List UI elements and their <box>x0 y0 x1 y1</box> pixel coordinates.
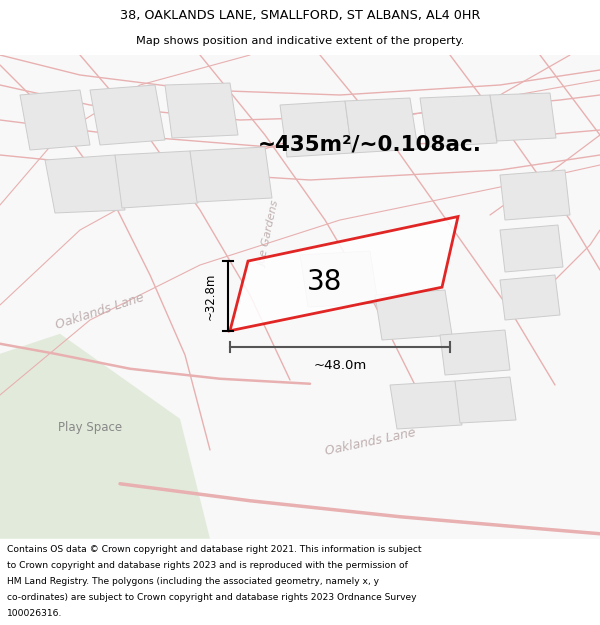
Polygon shape <box>500 275 560 320</box>
Text: 38, OAKLANDS LANE, SMALLFORD, ST ALBANS, AL4 0HR: 38, OAKLANDS LANE, SMALLFORD, ST ALBANS,… <box>120 9 480 22</box>
Polygon shape <box>0 334 210 539</box>
Text: 38: 38 <box>307 268 342 296</box>
Text: ~48.0m: ~48.0m <box>313 359 367 372</box>
Polygon shape <box>420 95 497 147</box>
Polygon shape <box>345 98 418 153</box>
Polygon shape <box>115 151 198 208</box>
Text: Play Space: Play Space <box>58 421 122 434</box>
Text: Map shows position and indicative extent of the property.: Map shows position and indicative extent… <box>136 36 464 46</box>
Polygon shape <box>20 90 90 150</box>
Text: Oaklands Lane: Oaklands Lane <box>323 426 416 458</box>
Text: to Crown copyright and database rights 2023 and is reproduced with the permissio: to Crown copyright and database rights 2… <box>7 561 408 570</box>
Polygon shape <box>375 290 452 340</box>
Polygon shape <box>300 251 378 307</box>
Polygon shape <box>165 83 238 138</box>
Polygon shape <box>500 170 570 220</box>
Text: 100026316.: 100026316. <box>7 609 62 618</box>
Polygon shape <box>455 377 516 423</box>
Text: HM Land Registry. The polygons (including the associated geometry, namely x, y: HM Land Registry. The polygons (includin… <box>7 577 379 586</box>
Polygon shape <box>45 155 125 213</box>
Polygon shape <box>230 217 458 331</box>
Polygon shape <box>280 101 352 157</box>
Text: Joe Gardens: Joe Gardens <box>258 200 282 268</box>
Polygon shape <box>390 381 462 429</box>
Text: ~32.8m: ~32.8m <box>203 272 217 319</box>
Text: Oaklands Lane: Oaklands Lane <box>54 291 146 332</box>
Polygon shape <box>440 330 510 375</box>
Polygon shape <box>490 93 556 141</box>
Polygon shape <box>90 85 165 145</box>
Text: Contains OS data © Crown copyright and database right 2021. This information is : Contains OS data © Crown copyright and d… <box>7 545 422 554</box>
Polygon shape <box>190 147 272 202</box>
Text: co-ordinates) are subject to Crown copyright and database rights 2023 Ordnance S: co-ordinates) are subject to Crown copyr… <box>7 592 416 602</box>
Polygon shape <box>500 225 563 272</box>
Text: ~435m²/~0.108ac.: ~435m²/~0.108ac. <box>258 135 482 155</box>
